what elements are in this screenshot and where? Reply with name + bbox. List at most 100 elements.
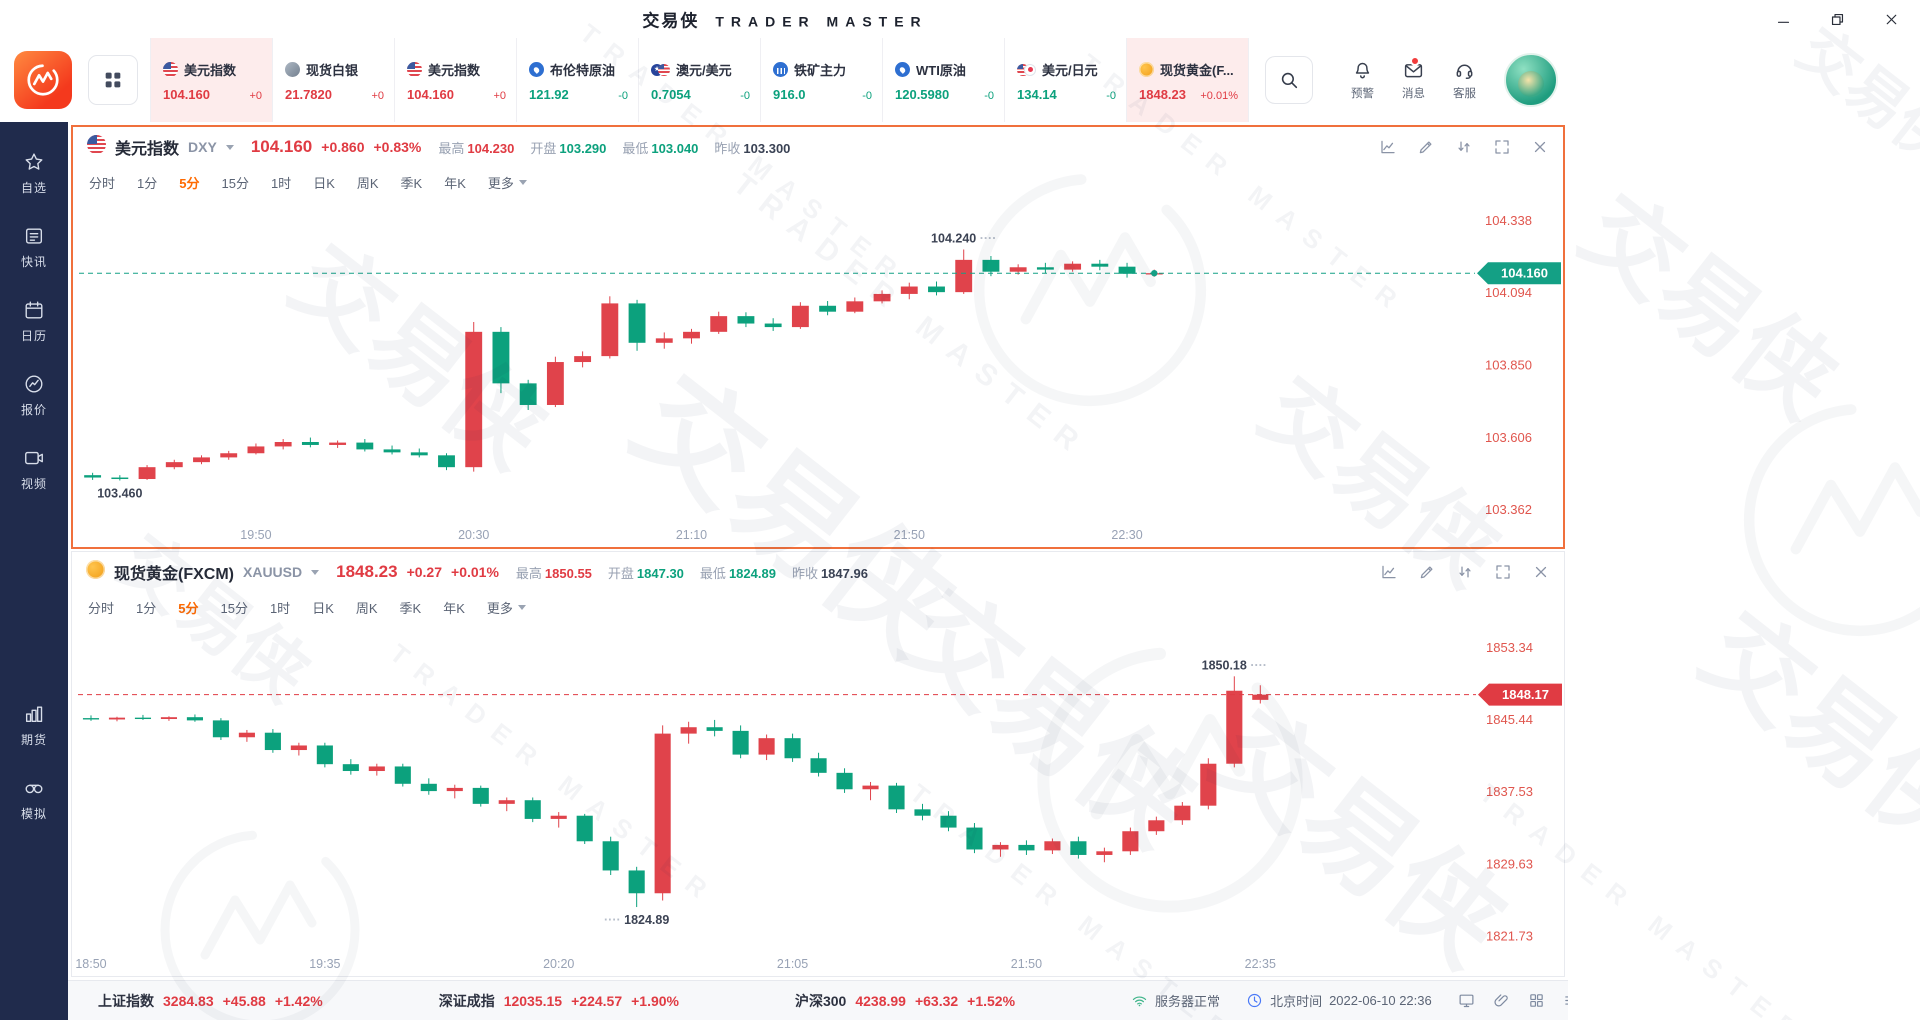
timeframe-1时[interactable]: 1时	[269, 600, 291, 616]
monitor-icon[interactable]	[1458, 992, 1475, 1009]
timeframe-分时[interactable]: 分时	[89, 175, 116, 191]
iron-icon	[773, 62, 788, 77]
stat-昨收: 昨收 1847.96	[791, 565, 868, 581]
last-price: 104.160	[250, 137, 313, 156]
beijing-time[interactable]: 北京时间 2022-06-10 22:36	[1246, 991, 1432, 1010]
sidebar-item-视频[interactable]: 视频	[0, 432, 68, 506]
quote-tab-price: 104.160	[163, 87, 210, 102]
instrument-symbol: DXY	[188, 139, 217, 155]
quote-tab-name: 现货黄金(F...	[1160, 63, 1234, 78]
sidebar-item-label: 视频	[20, 476, 47, 491]
stat-最高: 最高 1850.55	[515, 565, 592, 581]
news-icon	[23, 225, 45, 247]
quote-tab[interactable]: WTI原油 120.5980 -0	[883, 38, 1005, 122]
toolbar-actions: 预警 消息 客服	[1351, 55, 1476, 101]
headset-icon	[1454, 60, 1475, 81]
action-label: 预警	[1351, 87, 1374, 100]
svg-text:21:10: 21:10	[676, 528, 707, 542]
app-title-cn: 交易侠	[642, 11, 700, 31]
timeframe-日K[interactable]: 日K	[313, 175, 335, 191]
chevron-down-icon[interactable]	[311, 569, 320, 575]
main-area: 自选 快讯 日历 报价 视频 期货 模拟 美元指数 DXY 104.160 +0.860 +…	[0, 122, 1920, 1020]
svg-text:104.094: 104.094	[1485, 285, 1532, 300]
chart-style-icon[interactable]	[1379, 138, 1397, 156]
action-label: 消息	[1402, 87, 1425, 100]
action-预警[interactable]: 预警	[1351, 60, 1374, 101]
minimize-button[interactable]	[1768, 5, 1798, 33]
quote-tab[interactable]: 美元指数 104.160 +0	[151, 38, 273, 122]
apps-grid-icon[interactable]	[1528, 992, 1545, 1009]
restore-button[interactable]	[1822, 5, 1852, 33]
chevron-down-icon[interactable]	[225, 144, 234, 150]
index-quote-沪深300[interactable]: 沪深300 4238.99 +63.32 +1.52%	[794, 992, 1016, 1009]
timeframe-more[interactable]: 更多	[487, 598, 526, 617]
timeframe-bar: 分时 1分 5分 15分 1时 日K 周K 季K 年K 更多	[72, 592, 1564, 622]
quote-tab[interactable]: 铁矿主力 916.0 -0	[761, 38, 883, 122]
svg-text:103.362: 103.362	[1485, 502, 1532, 517]
stat-开盘: 开盘 1847.30	[607, 565, 684, 581]
quote-tab[interactable]: 美元指数 104.160 +0	[395, 38, 517, 122]
indicator-icon[interactable]	[1456, 563, 1474, 581]
timeframe-周K[interactable]: 周K	[356, 175, 379, 191]
timeframe-年K[interactable]: 年K	[443, 600, 465, 616]
timeframe-季K[interactable]: 季K	[400, 175, 423, 191]
avatar[interactable]	[1504, 53, 1558, 107]
indicator-icon[interactable]	[1455, 138, 1473, 156]
index-quote-上证指数[interactable]: 上证指数 3284.83 +45.88 +1.42%	[98, 992, 323, 1009]
quote-tab[interactable]: 现货黄金(F... 1848.23 +0.01%	[1127, 38, 1249, 122]
quote-tab[interactable]: 美元/日元 134.14 -0	[1005, 38, 1127, 122]
sidebar-item-期货[interactable]: 期货	[0, 688, 68, 762]
sidebar-item-报价[interactable]: 报价	[0, 358, 68, 432]
avatar-image	[1518, 71, 1544, 97]
svg-text:104.338: 104.338	[1485, 213, 1532, 228]
server-status[interactable]: 服务器正常	[1131, 991, 1220, 1010]
sidebar-item-快讯[interactable]: 快讯	[0, 210, 68, 284]
sidebar-item-label: 快讯	[20, 254, 47, 269]
timeframe-1分[interactable]: 1分	[136, 600, 157, 616]
draw-tool-icon[interactable]	[1417, 138, 1435, 156]
action-消息[interactable]: 消息	[1402, 55, 1425, 101]
timeframe-5分[interactable]: 5分	[178, 600, 199, 616]
status-right: 服务器正常 北京时间 2022-06-10 22:36	[1131, 991, 1580, 1010]
quote-tab-price: 104.160	[407, 87, 454, 102]
price-change-pct: +0.83%	[373, 139, 422, 155]
sidebar-item-自选[interactable]: 自选	[0, 136, 68, 210]
close-icon[interactable]	[1531, 138, 1549, 156]
chart-style-icon[interactable]	[1380, 563, 1398, 581]
timeframe-日K[interactable]: 日K	[312, 600, 334, 616]
index-quote-深证成指[interactable]: 深证成指 12035.15 +224.57 +1.90%	[438, 992, 679, 1009]
timeframe-more[interactable]: 更多	[488, 173, 527, 192]
paperclip-icon[interactable]	[1493, 992, 1510, 1009]
fullscreen-icon[interactable]	[1493, 138, 1511, 156]
quote-tab[interactable]: ★ 澳元/美元 0.7054 -0	[639, 38, 761, 122]
search-button[interactable]	[1265, 56, 1313, 104]
timeframe-季K[interactable]: 季K	[399, 600, 422, 616]
timeframe-周K[interactable]: 周K	[355, 600, 378, 616]
price-change-pct: +0.01%	[451, 564, 499, 580]
timeframe-分时[interactable]: 分时	[88, 600, 115, 616]
quote-tab[interactable]: 现货白银 21.7820 +0	[273, 38, 395, 122]
sidebar-item-日历[interactable]: 日历	[0, 284, 68, 358]
fullscreen-icon[interactable]	[1494, 563, 1512, 581]
close-window-button[interactable]	[1876, 5, 1906, 33]
us-flag-icon	[407, 62, 422, 77]
ohlc-stats: 最高 104.230 开盘 103.290 最低 103.040 昨收 103.300	[438, 138, 790, 157]
quote-tab[interactable]: 布伦特原油 121.92 -0	[517, 38, 639, 122]
instrument-icon	[86, 560, 105, 584]
timeframe-15分[interactable]: 15分	[220, 600, 248, 616]
timeframe-1时[interactable]: 1时	[270, 175, 292, 191]
timeframe-5分[interactable]: 5分	[179, 175, 200, 191]
sidebar-item-模拟[interactable]: 模拟	[0, 762, 68, 836]
candlestick-chart[interactable]: 104.338 104.094 103.850 103.606 103.362 19:50…	[73, 197, 1563, 547]
svg-text:103.606: 103.606	[1485, 430, 1532, 445]
draw-tool-icon[interactable]	[1418, 563, 1436, 581]
oil-icon	[529, 62, 544, 77]
action-客服[interactable]: 客服	[1453, 60, 1476, 101]
timeframe-1分[interactable]: 1分	[137, 175, 158, 191]
timeframe-15分[interactable]: 15分	[221, 175, 249, 191]
svg-text:20:20: 20:20	[543, 957, 574, 971]
timeframe-年K[interactable]: 年K	[444, 175, 466, 191]
close-icon[interactable]	[1532, 563, 1550, 581]
layout-grid-button[interactable]	[88, 55, 138, 105]
candlestick-chart[interactable]: 1853.34 1845.44 1837.53 1829.63 1821.73 18:50…	[72, 622, 1564, 976]
